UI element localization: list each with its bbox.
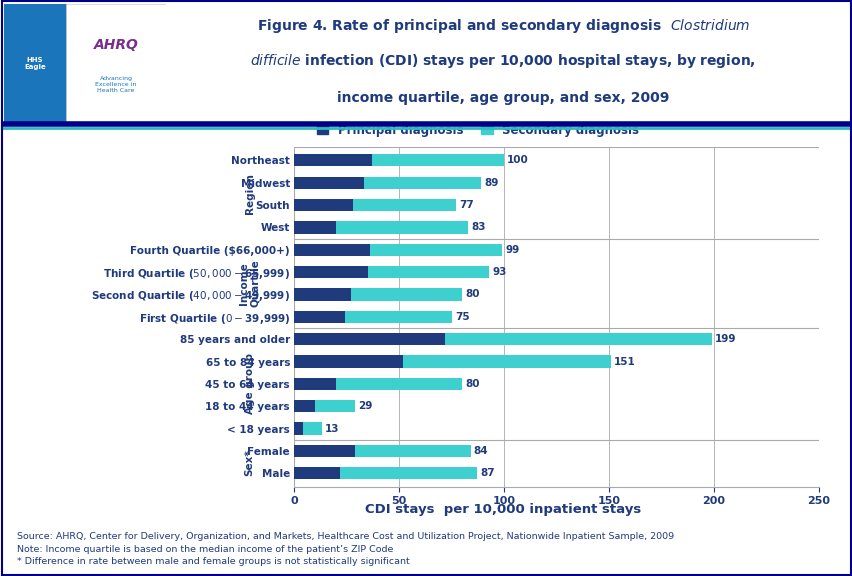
- Text: Figure 4. Rate of principal and secondary diagnosis  $\bf{\it{Clostridium}}$: Figure 4. Rate of principal and secondar…: [256, 17, 749, 36]
- Bar: [403, 355, 610, 367]
- Bar: [350, 289, 462, 301]
- Bar: [370, 244, 502, 256]
- Bar: [294, 355, 403, 367]
- Text: 13: 13: [325, 423, 339, 434]
- Text: Sex*: Sex*: [245, 449, 255, 476]
- Bar: [363, 176, 481, 189]
- Text: 151: 151: [613, 357, 636, 366]
- Bar: [367, 266, 489, 278]
- Bar: [294, 176, 363, 189]
- Legend: Principal diagnosis, Secondary diagnosis: Principal diagnosis, Secondary diagnosis: [312, 119, 643, 141]
- Text: 75: 75: [454, 312, 469, 322]
- Text: 93: 93: [492, 267, 506, 277]
- Bar: [353, 199, 455, 211]
- Bar: [294, 445, 354, 457]
- Bar: [294, 221, 336, 233]
- Bar: [354, 445, 470, 457]
- Bar: [445, 333, 711, 345]
- Text: HHS
Eagle: HHS Eagle: [24, 56, 46, 70]
- Bar: [294, 289, 350, 301]
- Text: Income
Quartile: Income Quartile: [239, 259, 260, 307]
- Text: 29: 29: [358, 401, 372, 411]
- Text: 83: 83: [471, 222, 486, 232]
- Bar: [344, 310, 452, 323]
- Bar: [4, 4, 66, 122]
- Text: $\bf{\it{difficile}}$$\bf{\ infection\ (CDI)\ stays\ per\ 10{,}000\ hospital\ st: $\bf{\it{difficile}}$$\bf{\ infection\ (…: [250, 52, 755, 70]
- Text: income quartile, age group, and sex, 2009: income quartile, age group, and sex, 200…: [337, 91, 669, 105]
- Bar: [294, 422, 302, 435]
- Text: 80: 80: [464, 290, 479, 300]
- Text: 80: 80: [464, 379, 479, 389]
- Bar: [336, 221, 468, 233]
- Text: 89: 89: [484, 177, 498, 188]
- Bar: [315, 400, 354, 412]
- Bar: [294, 244, 370, 256]
- Text: Region: Region: [245, 173, 255, 214]
- Bar: [66, 4, 166, 122]
- Text: AHRQ: AHRQ: [94, 39, 138, 52]
- Text: CDI stays  per 10,000 inpatient stays: CDI stays per 10,000 inpatient stays: [365, 503, 641, 516]
- Bar: [294, 333, 445, 345]
- Text: 100: 100: [507, 156, 528, 165]
- Text: Age group: Age group: [245, 353, 255, 414]
- Bar: [294, 467, 340, 479]
- Text: 77: 77: [458, 200, 473, 210]
- Text: 199: 199: [714, 334, 735, 344]
- Bar: [294, 378, 336, 390]
- Bar: [294, 310, 344, 323]
- Bar: [294, 266, 367, 278]
- Bar: [294, 154, 371, 166]
- Bar: [294, 400, 315, 412]
- Bar: [336, 378, 462, 390]
- Bar: [340, 467, 476, 479]
- Text: 87: 87: [480, 468, 494, 478]
- Text: 99: 99: [504, 245, 519, 255]
- Bar: [302, 422, 321, 435]
- Bar: [371, 154, 504, 166]
- Text: 84: 84: [473, 446, 487, 456]
- Text: Advancing
Excellence in
Health Care: Advancing Excellence in Health Care: [95, 76, 136, 93]
- Text: Source: AHRQ, Center for Delivery, Organization, and Markets, Healthcare Cost an: Source: AHRQ, Center for Delivery, Organ…: [17, 532, 673, 566]
- Bar: [294, 199, 353, 211]
